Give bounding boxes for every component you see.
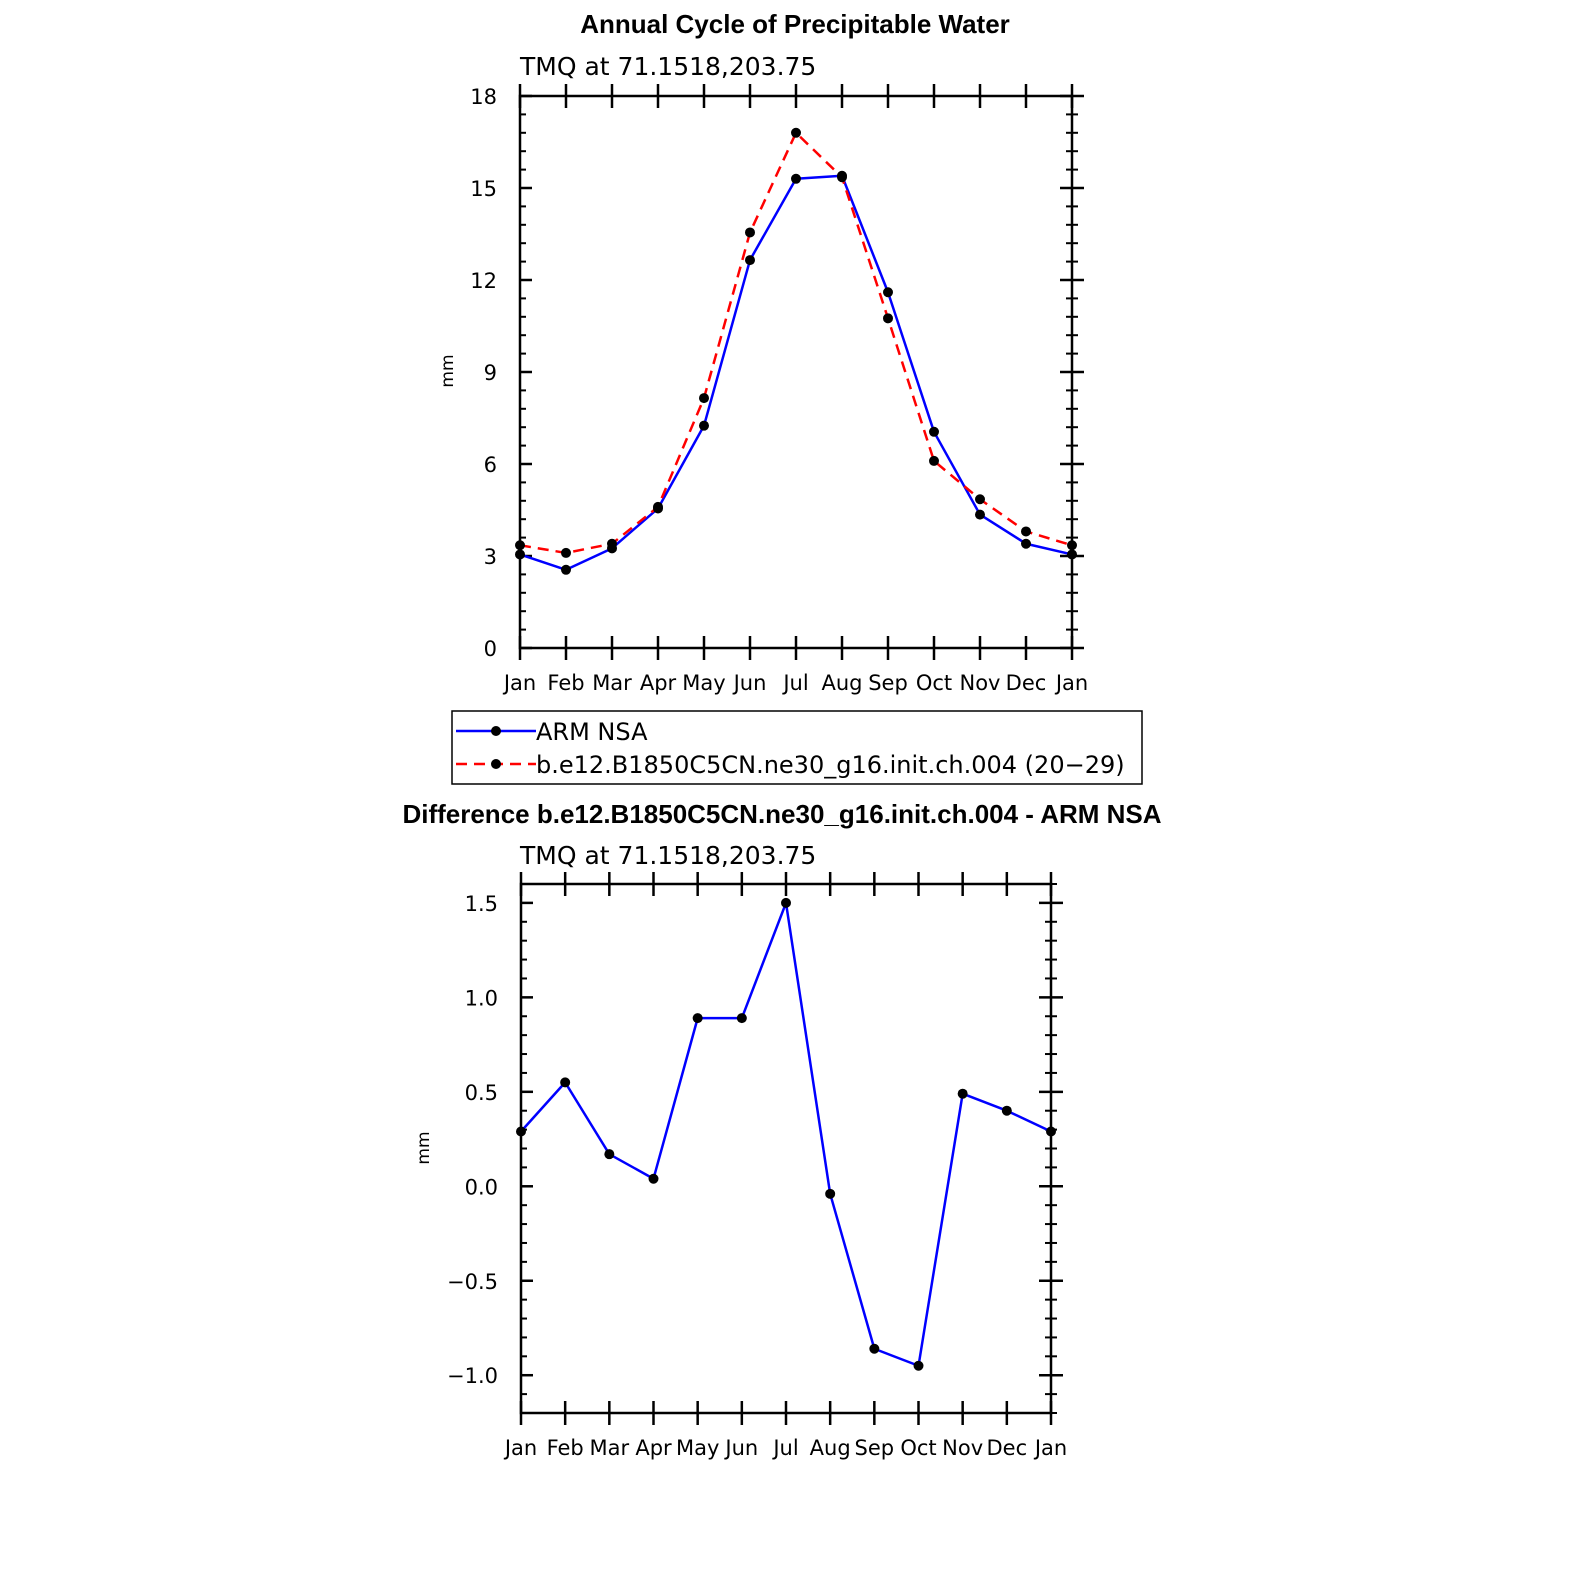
chart1-ticks: Jan Feb Mar Apr May Jun Jul Aug Sep Oct Nov Dec Jan0… <box>470 84 1088 695</box>
chart2-xtick-label-jan: Jan <box>1033 1436 1067 1460</box>
chart1-series-2-point-aug-7 <box>837 172 847 183</box>
chart1-xtick-label-mar: Mar <box>592 671 632 695</box>
chart-difference: Difference b.e12.B1850C5CN.ne30_g16.init… <box>402 799 1161 1460</box>
chart2-ytick-label: −1.0 <box>447 1364 498 1388</box>
legend-marker-arm-nsa <box>491 726 501 736</box>
legend-entry-arm-nsa: ARM NSA <box>456 718 648 746</box>
chart2-ytick-label: 0.0 <box>465 1175 498 1199</box>
chart1-series-1-point-nov-10 <box>975 509 985 520</box>
chart1-series-1-point-sep-8 <box>883 287 893 298</box>
chart1-plot-area <box>515 127 1077 575</box>
chart1-series-1-point-oct-9 <box>929 426 939 437</box>
chart2-series-1-point-mar-2 <box>604 1149 615 1160</box>
chart2-xtick-label-jun: Jun <box>723 1436 758 1460</box>
chart2-xtick-label-aug: Aug <box>810 1436 851 1460</box>
chart2-xtick-label-oct: Oct <box>900 1436 936 1460</box>
chart2-ticks: Jan Feb Mar Apr May Jun Jul Aug Sep Oct Nov Dec Jan−… <box>447 872 1067 1460</box>
chart1-ytick-label: 6 <box>484 453 497 477</box>
chart2-xtick-label-apr: Apr <box>635 1436 672 1460</box>
chart2-series-1-point-apr-3 <box>648 1173 659 1184</box>
chart1-frame <box>518 94 1074 650</box>
chart2-ylabel: mm <box>414 1131 434 1164</box>
chart2-ytick-label: 1.0 <box>465 986 498 1010</box>
chart1-legend: ARM NSA b.e12.B1850C5CN.ne30_g16.init.ch… <box>451 710 1143 785</box>
chart2-xtick-label-sep: Sep <box>855 1436 895 1460</box>
chart1-xtick-label-jan: Jan <box>502 671 536 695</box>
chart2-series-1-point-aug-7 <box>825 1188 836 1199</box>
chart1-xtick-label-apr: Apr <box>640 671 677 695</box>
chart1-ytick-label: 9 <box>484 361 497 385</box>
legend-marker-model <box>491 759 501 769</box>
chart1-title: Annual Cycle of Precipitable Water <box>580 9 1010 39</box>
chart1-xtick-label-jul: Jul <box>781 671 808 695</box>
chart1-xtick-label-aug: Aug <box>821 671 862 695</box>
chart1-series-2-point-feb-1 <box>561 547 571 558</box>
chart2-series-1-point-feb-1 <box>560 1077 571 1088</box>
chart1-xtick-label-jan: Jan <box>1054 671 1088 695</box>
chart1-xtick-label-nov: Nov <box>960 671 1001 695</box>
chart1-series-1-point-feb-1 <box>561 564 571 575</box>
chart1-series-2-point-mar-2 <box>607 538 617 549</box>
chart2-series-1-point-jun-5 <box>736 1013 747 1024</box>
chart1-series-2-point-dec-11 <box>1021 526 1031 537</box>
chart2-subtitle: TMQ at 71.1518,203.75 <box>519 841 816 870</box>
chart2-series-1-point-dec-11 <box>1001 1105 1012 1116</box>
chart2-ytick-label: 1.5 <box>465 892 498 916</box>
chart1-subtitle: TMQ at 71.1518,203.75 <box>519 52 816 81</box>
chart2-series-1-point-oct-9 <box>913 1360 924 1371</box>
chart1-series-1-point-jul-6 <box>791 173 801 184</box>
chart2-xtick-label-dec: Dec <box>987 1436 1028 1460</box>
chart2-series-1-point-jul-6 <box>781 897 791 908</box>
chart2-xtick-label-nov: Nov <box>942 1436 983 1460</box>
chart1-series-2-point-nov-10 <box>975 494 985 505</box>
chart2-ytick-label: −0.5 <box>447 1270 498 1294</box>
chart1-series-2-point-apr-3 <box>653 501 663 512</box>
chart1-series-2-point-may-4 <box>699 393 709 404</box>
chart1-xtick-label-feb: Feb <box>547 671 584 695</box>
legend-box <box>451 710 1143 785</box>
chart1-ytick-label: 12 <box>470 269 497 293</box>
chart1-ytick-label: 3 <box>484 545 497 569</box>
chart1-xtick-label-jun: Jun <box>732 671 767 695</box>
chart1-series-2-point-sep-8 <box>883 313 893 324</box>
legend-entry-model: b.e12.B1850C5CN.ne30_g16.init.ch.004 (20… <box>456 751 1125 779</box>
chart1-xtick-label-oct: Oct <box>916 671 952 695</box>
chart1-series-1-point-may-4 <box>699 420 709 431</box>
chart1-ytick-label: 15 <box>470 177 497 201</box>
chart1-xtick-label-sep: Sep <box>868 671 908 695</box>
legend-label-arm-nsa: ARM NSA <box>536 718 648 746</box>
chart1-ytick-label: 18 <box>470 85 497 109</box>
chart1-series-2-point-jul-6 <box>791 127 801 138</box>
chart1-series-1-point-jun-5 <box>745 255 755 266</box>
chart2-series-1-point-nov-10 <box>957 1088 968 1099</box>
chart2-frame <box>519 882 1053 1415</box>
legend-label-model: b.e12.B1850C5CN.ne30_g16.init.ch.004 (20… <box>536 751 1125 779</box>
chart1-series-line-1 <box>519 174 1073 572</box>
chart2-series-1-point-may-4 <box>692 1013 703 1024</box>
chart2-xtick-label-may: May <box>676 1436 719 1460</box>
chart2-series-line-1 <box>520 901 1052 1368</box>
chart2-xtick-label-mar: Mar <box>590 1436 630 1460</box>
chart1-series-2-point-oct-9 <box>929 455 939 466</box>
chart2-title: Difference b.e12.B1850C5CN.ne30_g16.init… <box>402 799 1161 829</box>
chart2-ytick-label: 0.5 <box>465 1081 498 1105</box>
chart2-series-1-point-sep-8 <box>869 1343 880 1354</box>
chart-annual-cycle: Annual Cycle of Precipitable Water TMQ a… <box>438 9 1143 785</box>
chart1-series-1-point-dec-11 <box>1021 538 1031 549</box>
chart2-xtick-label-feb: Feb <box>547 1436 584 1460</box>
chart1-xtick-label-dec: Dec <box>1006 671 1047 695</box>
chart2-xtick-label-jul: Jul <box>771 1436 798 1460</box>
chart1-series-line-2 <box>519 131 1073 555</box>
chart2-plot-area <box>516 897 1056 1371</box>
chart1-xtick-label-may: May <box>682 671 725 695</box>
chart2-xtick-label-jan: Jan <box>503 1436 537 1460</box>
chart1-ylabel: mm <box>438 354 458 387</box>
chart1-ytick-label: 0 <box>484 637 497 661</box>
chart1-series-2-point-jun-5 <box>745 227 755 238</box>
